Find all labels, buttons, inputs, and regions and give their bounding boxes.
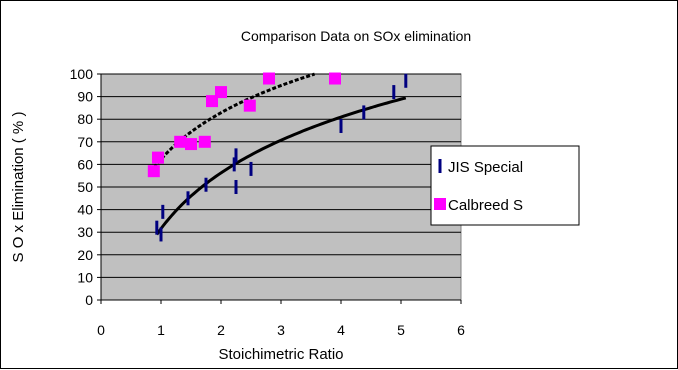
y-axis-label: S O x Elimination ( % ) bbox=[10, 112, 27, 263]
x-tick-label-0: 0 bbox=[97, 322, 105, 338]
x-tick-label-5: 5 bbox=[397, 322, 405, 338]
data-point-calbreed-s-9 bbox=[329, 72, 341, 85]
y-tick-label-10: 10 bbox=[77, 269, 93, 285]
data-point-calbreed-s-5 bbox=[206, 95, 218, 108]
x-tick-label-1: 1 bbox=[157, 322, 165, 338]
legend: JIS Special Calbreed S bbox=[430, 145, 580, 226]
legend-marker-calbreed-s bbox=[434, 198, 446, 210]
legend-label-jis-special: JIS Special bbox=[448, 159, 523, 176]
data-markers bbox=[147, 72, 408, 242]
y-tick-label-50: 50 bbox=[77, 179, 93, 195]
x-tick-label-2: 2 bbox=[217, 322, 225, 338]
y-tick-label-90: 90 bbox=[77, 89, 93, 105]
data-point-calbreed-s-8 bbox=[263, 72, 275, 85]
x-ticks: 0 1 2 3 4 5 6 bbox=[97, 300, 465, 338]
y-tick-label-70: 70 bbox=[77, 134, 93, 150]
gridlines bbox=[101, 73, 461, 278]
legend-label-calbreed-s: Calbreed S bbox=[448, 197, 523, 214]
y-tick-label-100: 100 bbox=[70, 66, 94, 82]
y-tick-label-60: 60 bbox=[77, 156, 93, 172]
data-point-calbreed-s-7 bbox=[243, 99, 256, 112]
data-point-calbreed-s-3 bbox=[185, 138, 197, 151]
data-point-calbreed-s-0 bbox=[147, 165, 160, 178]
y-tick-label-40: 40 bbox=[77, 202, 93, 218]
x-tick-label-3: 3 bbox=[277, 322, 285, 338]
y-tick-label-20: 20 bbox=[77, 247, 93, 263]
data-point-calbreed-s-1 bbox=[152, 151, 164, 164]
legend-box bbox=[430, 145, 580, 226]
x-axis-label: Stoichimetric Ratio bbox=[218, 346, 343, 363]
y-tick-label-0: 0 bbox=[85, 292, 93, 308]
data-point-calbreed-s-4 bbox=[198, 135, 211, 148]
data-point-calbreed-s-2 bbox=[174, 135, 187, 148]
y-tick-label-80: 80 bbox=[77, 111, 93, 127]
data-point-calbreed-s-6 bbox=[215, 86, 227, 99]
y-ticks: 0 10 20 30 40 50 60 70 80 90 100 bbox=[70, 66, 101, 308]
chart-title: Comparison Data on SOx elimination bbox=[241, 28, 471, 44]
x-tick-label-4: 4 bbox=[337, 322, 345, 338]
y-tick-label-30: 30 bbox=[77, 224, 93, 240]
axes: 0 1 2 3 4 5 6 0 10 20 30 40 50 60 70 80 90 100 bbox=[70, 66, 465, 338]
x-tick-label-6: 6 bbox=[457, 322, 465, 338]
plot-area bbox=[100, 72, 462, 301]
